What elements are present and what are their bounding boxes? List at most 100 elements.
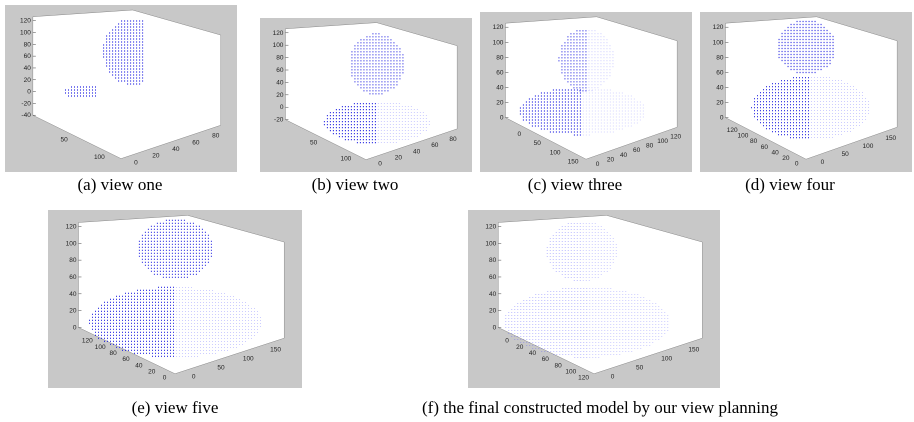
- y-tick-label: 120: [670, 133, 681, 140]
- z-tick-label: 40: [69, 291, 77, 298]
- y-tick-label: 50: [636, 364, 644, 371]
- x-tick-label: 50: [60, 137, 68, 144]
- caption: (a) view one: [78, 175, 163, 194]
- y-tick-label: 80: [449, 136, 457, 143]
- x-tick-label: 50: [534, 140, 542, 147]
- z-tick-label: 80: [489, 257, 497, 264]
- x-tick-label: 100: [94, 154, 105, 161]
- z-tick-label: 0: [500, 115, 504, 122]
- z-tick-label: 120: [273, 30, 284, 37]
- y-tick-label: 100: [243, 356, 254, 363]
- x-tick-label: 20: [148, 369, 156, 376]
- y-tick-label: 0: [378, 161, 382, 168]
- z-tick-label: 100: [66, 240, 77, 247]
- z-tick-label: 60: [489, 274, 497, 281]
- y-tick-label: 60: [192, 139, 200, 146]
- z-tick-label: 0: [280, 104, 284, 111]
- x-tick-label: 120: [727, 127, 738, 134]
- z-tick-label: 20: [69, 308, 77, 315]
- x-tick-label: 120: [578, 375, 589, 382]
- x-tick-label: 80: [554, 362, 562, 369]
- z-tick-label: 100: [493, 39, 504, 46]
- x-tick-label: 60: [122, 356, 130, 363]
- x-tick-label: 100: [737, 133, 748, 140]
- z-tick-label: 0: [493, 324, 497, 331]
- x-tick-label: 150: [568, 159, 579, 166]
- z-tick-label: 0: [720, 115, 724, 122]
- x-tick-label: 50: [310, 140, 318, 147]
- z-tick-label: 0: [27, 89, 31, 96]
- x-tick-label: 40: [135, 362, 143, 369]
- x-tick-label: 60: [542, 356, 550, 363]
- x-tick-label: 120: [82, 338, 93, 345]
- z-tick-label: 0: [73, 324, 77, 331]
- x-tick-label: 60: [761, 144, 769, 151]
- x-tick-label: 0: [518, 131, 522, 138]
- z-tick-label: 40: [496, 84, 504, 91]
- z-tick-label: 60: [69, 274, 77, 281]
- x-tick-label: 20: [516, 344, 524, 351]
- z-tick-label: 100: [20, 30, 31, 37]
- y-tick-label: 150: [688, 347, 699, 354]
- x-tick-label: 0: [163, 375, 167, 382]
- z-tick-label: 40: [716, 84, 724, 91]
- x-tick-label: 100: [565, 369, 576, 376]
- x-tick-label: 40: [529, 350, 537, 357]
- z-tick-label: 80: [716, 54, 724, 61]
- z-tick-label: 120: [713, 24, 724, 31]
- z-tick-label: 60: [716, 69, 724, 76]
- caption: (d) view four: [745, 175, 835, 194]
- z-tick-label: 100: [713, 39, 724, 46]
- y-tick-label: 40: [413, 148, 421, 155]
- caption: (e) view five: [132, 398, 219, 417]
- y-tick-label: 0: [821, 159, 825, 166]
- y-tick-label: 0: [192, 373, 196, 380]
- y-tick-label: 0: [596, 161, 600, 168]
- z-tick-label: -20: [274, 117, 284, 124]
- z-tick-label: 120: [66, 223, 77, 230]
- z-tick-label: 20: [716, 100, 724, 107]
- caption: (c) view three: [528, 175, 622, 194]
- z-tick-label: 60: [24, 53, 32, 60]
- caption: (f) the final constructed model by our v…: [422, 398, 778, 417]
- y-tick-label: 20: [607, 156, 615, 163]
- z-tick-label: 20: [496, 100, 504, 107]
- x-tick-label: 0: [795, 160, 799, 167]
- z-tick-label: 100: [273, 42, 284, 49]
- z-tick-label: 80: [496, 54, 504, 61]
- x-tick-label: 100: [550, 149, 561, 156]
- z-tick-label: 120: [20, 18, 31, 25]
- y-tick-label: 0: [134, 159, 138, 166]
- y-tick-label: 100: [657, 138, 668, 145]
- x-tick-label: 80: [109, 350, 117, 357]
- z-tick-label: 120: [493, 24, 504, 31]
- y-tick-label: 80: [212, 133, 220, 140]
- z-tick-label: 100: [485, 240, 496, 247]
- y-tick-label: 150: [885, 135, 896, 142]
- x-tick-label: 40: [772, 149, 780, 156]
- x-tick-label: 100: [95, 344, 106, 351]
- y-tick-label: 100: [863, 143, 874, 150]
- y-tick-label: 100: [661, 356, 672, 363]
- y-tick-label: 50: [217, 364, 225, 371]
- y-tick-label: 50: [842, 151, 850, 158]
- z-tick-label: 60: [496, 69, 504, 76]
- y-tick-label: 60: [431, 142, 439, 149]
- z-tick-label: 60: [276, 67, 284, 74]
- x-tick-label: 0: [505, 338, 509, 345]
- z-tick-label: 40: [489, 291, 497, 298]
- z-tick-label: 20: [489, 308, 497, 315]
- x-tick-label: 80: [750, 138, 758, 145]
- z-tick-label: 80: [276, 55, 284, 62]
- z-tick-label: 40: [276, 79, 284, 86]
- y-tick-label: 40: [172, 146, 180, 153]
- x-tick-label: 100: [340, 156, 351, 163]
- x-tick-label: 20: [782, 155, 790, 162]
- y-tick-label: 80: [646, 143, 654, 150]
